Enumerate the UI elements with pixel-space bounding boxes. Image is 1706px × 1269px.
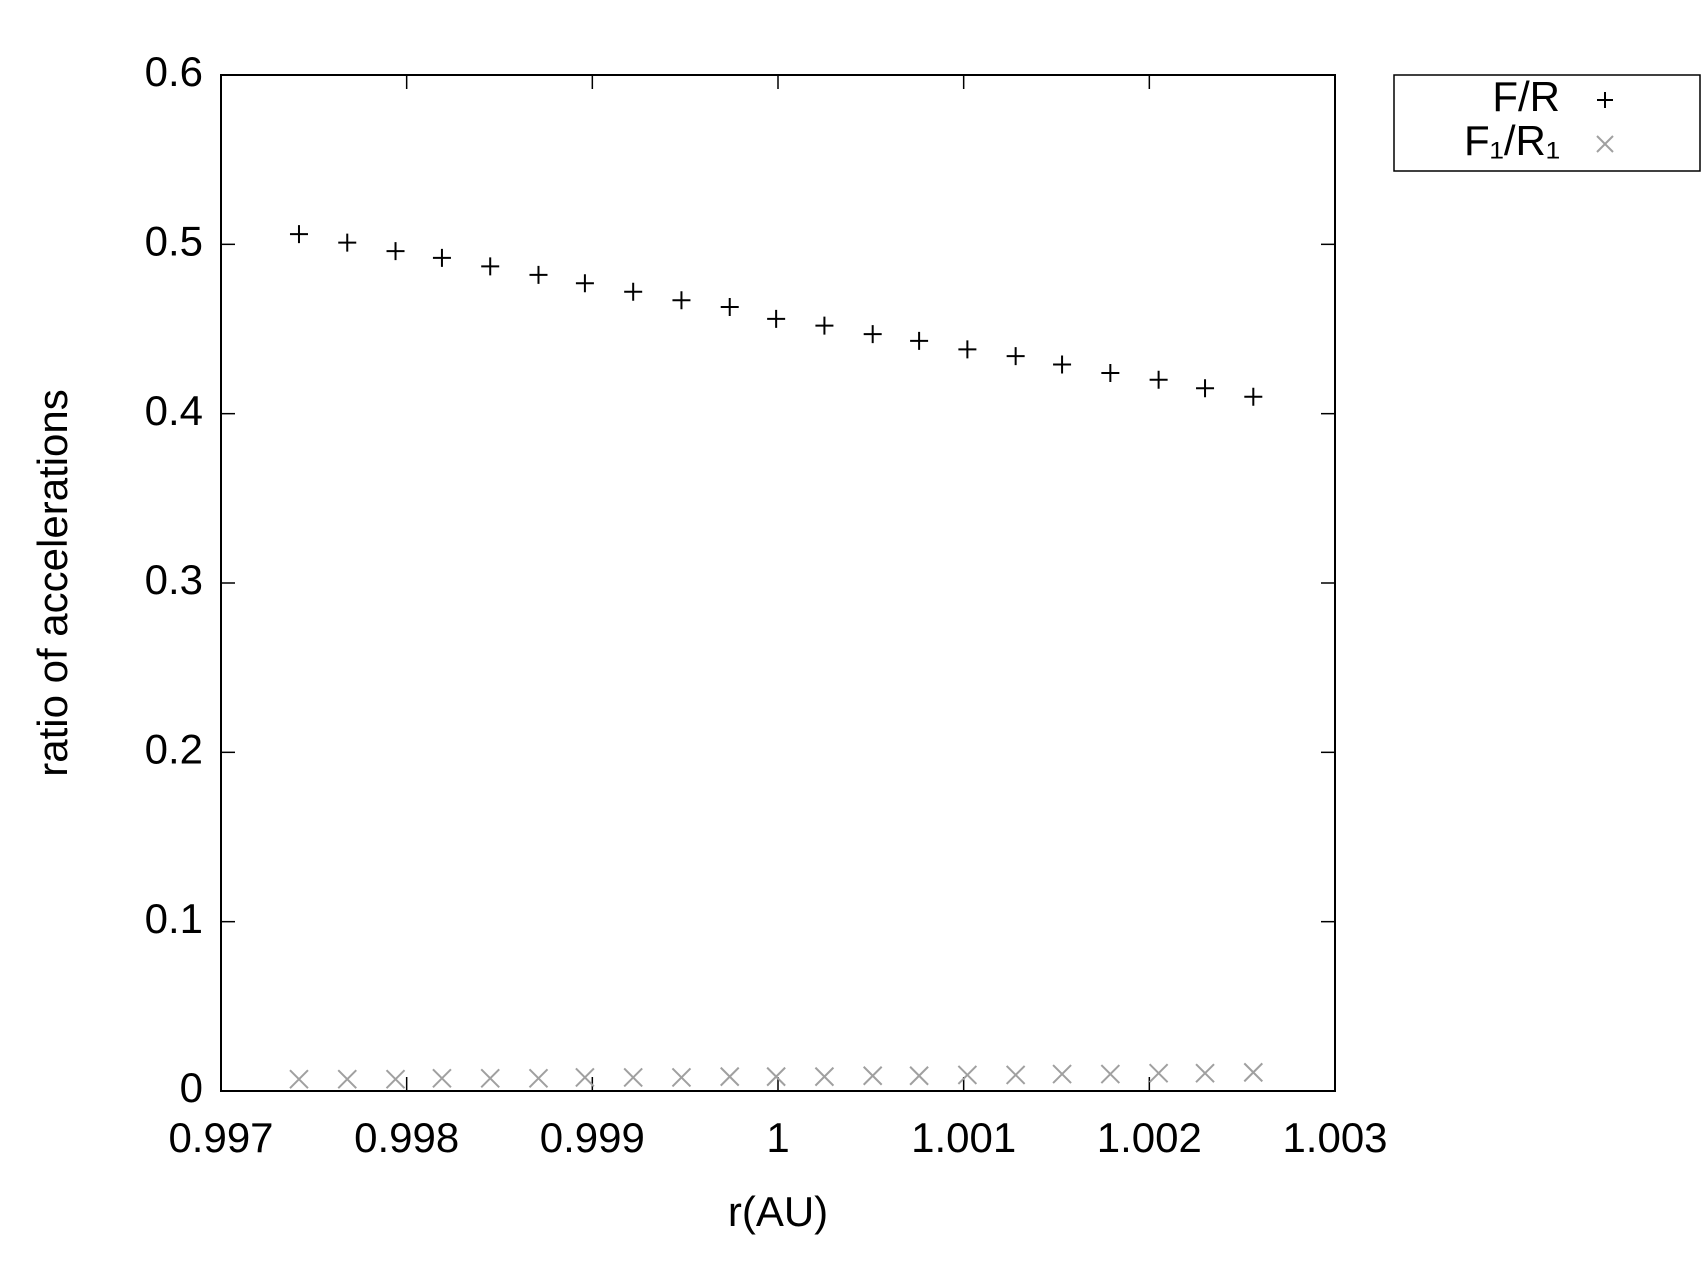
point bbox=[862, 1066, 883, 1086]
point bbox=[386, 242, 405, 261]
point bbox=[575, 274, 594, 293]
y-tick-label: 0.6 bbox=[145, 48, 203, 95]
point bbox=[1101, 364, 1120, 383]
point bbox=[338, 233, 357, 252]
point bbox=[1195, 1063, 1215, 1083]
plot-frame bbox=[220, 74, 1336, 1092]
legend-label: F/R bbox=[1492, 73, 1560, 120]
y-tick-label: 0.5 bbox=[145, 217, 203, 264]
legend-marker bbox=[1597, 92, 1613, 108]
x-axis-label: r(AU) bbox=[728, 1188, 828, 1235]
point bbox=[481, 257, 500, 276]
y-tick-label: 0.3 bbox=[145, 556, 203, 603]
point bbox=[1052, 1064, 1072, 1084]
y-tick-label: 0 bbox=[180, 1064, 203, 1111]
y-tick-label: 0.1 bbox=[145, 895, 203, 942]
point bbox=[909, 1066, 929, 1086]
point bbox=[1148, 1063, 1169, 1083]
point bbox=[289, 225, 308, 244]
x-tick-label: 1.001 bbox=[911, 1114, 1016, 1161]
point bbox=[1053, 355, 1072, 374]
point bbox=[1196, 379, 1215, 398]
x-tick-label: 1.002 bbox=[1097, 1114, 1202, 1161]
point bbox=[480, 1068, 500, 1089]
point bbox=[1005, 1065, 1026, 1085]
legend-label: F₁/R₁ bbox=[1464, 117, 1560, 164]
point bbox=[1244, 387, 1263, 406]
x-tick-label: 0.997 bbox=[168, 1114, 273, 1161]
point bbox=[720, 1066, 740, 1087]
point bbox=[385, 1069, 406, 1089]
point bbox=[767, 309, 786, 328]
point bbox=[575, 1067, 595, 1088]
point bbox=[1100, 1064, 1121, 1084]
legend-box bbox=[1393, 74, 1701, 172]
point bbox=[289, 1069, 309, 1089]
point bbox=[528, 1068, 549, 1089]
point bbox=[671, 1067, 692, 1088]
point bbox=[957, 1065, 978, 1085]
point bbox=[720, 297, 739, 316]
point bbox=[910, 331, 929, 350]
point bbox=[1243, 1062, 1264, 1083]
point bbox=[529, 265, 548, 284]
point bbox=[1006, 347, 1025, 366]
point bbox=[814, 1066, 835, 1087]
x-tick-label: 0.999 bbox=[540, 1114, 645, 1161]
point bbox=[337, 1069, 357, 1089]
point bbox=[815, 316, 834, 335]
point bbox=[672, 291, 691, 310]
point bbox=[766, 1066, 786, 1087]
point bbox=[863, 325, 882, 344]
point bbox=[1149, 370, 1168, 389]
x-tick-label: 0.998 bbox=[354, 1114, 459, 1161]
x-tick-label: 1 bbox=[766, 1114, 789, 1161]
x-tick-label: 1.003 bbox=[1282, 1114, 1387, 1161]
legend-marker bbox=[1596, 135, 1614, 153]
y-tick-label: 0.2 bbox=[145, 725, 203, 772]
y-tick-label: 0.4 bbox=[145, 387, 203, 434]
point bbox=[432, 1068, 452, 1089]
y-axis-label: ratio of accelerations bbox=[29, 389, 76, 777]
point bbox=[432, 248, 451, 267]
point bbox=[624, 282, 643, 301]
point bbox=[958, 340, 977, 359]
point bbox=[623, 1067, 643, 1088]
